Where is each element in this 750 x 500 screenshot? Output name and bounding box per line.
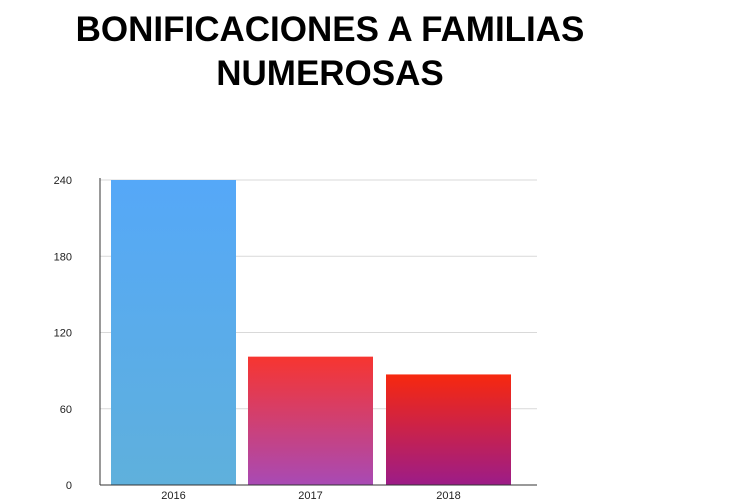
chart-title-line-2: NUMEROSAS xyxy=(216,54,444,93)
x-tick-label-2017: 2017 xyxy=(298,490,322,500)
tick-labels: 0 60 120 180 240 2016 2017 2018 xyxy=(54,175,461,500)
chart-title-line-1: BONIFICACIONES A FAMILIAS xyxy=(75,10,585,49)
axes xyxy=(99,178,537,486)
bar-2018 xyxy=(386,374,511,485)
y-tick-label-120: 120 xyxy=(54,328,72,340)
bar-2016 xyxy=(111,180,236,485)
x-tick-label-2016: 2016 xyxy=(161,490,185,500)
chart-title: BONIFICACIONES A FAMILIAS NUMEROSAS xyxy=(20,8,640,96)
y-tick-label-60: 60 xyxy=(60,404,72,416)
x-tick-label-2018: 2018 xyxy=(436,490,460,500)
bar-2017 xyxy=(248,356,373,485)
bars xyxy=(111,180,511,485)
y-tick-label-240: 240 xyxy=(54,175,72,187)
y-tick-label-0: 0 xyxy=(66,480,72,492)
y-tick-label-180: 180 xyxy=(54,251,72,263)
